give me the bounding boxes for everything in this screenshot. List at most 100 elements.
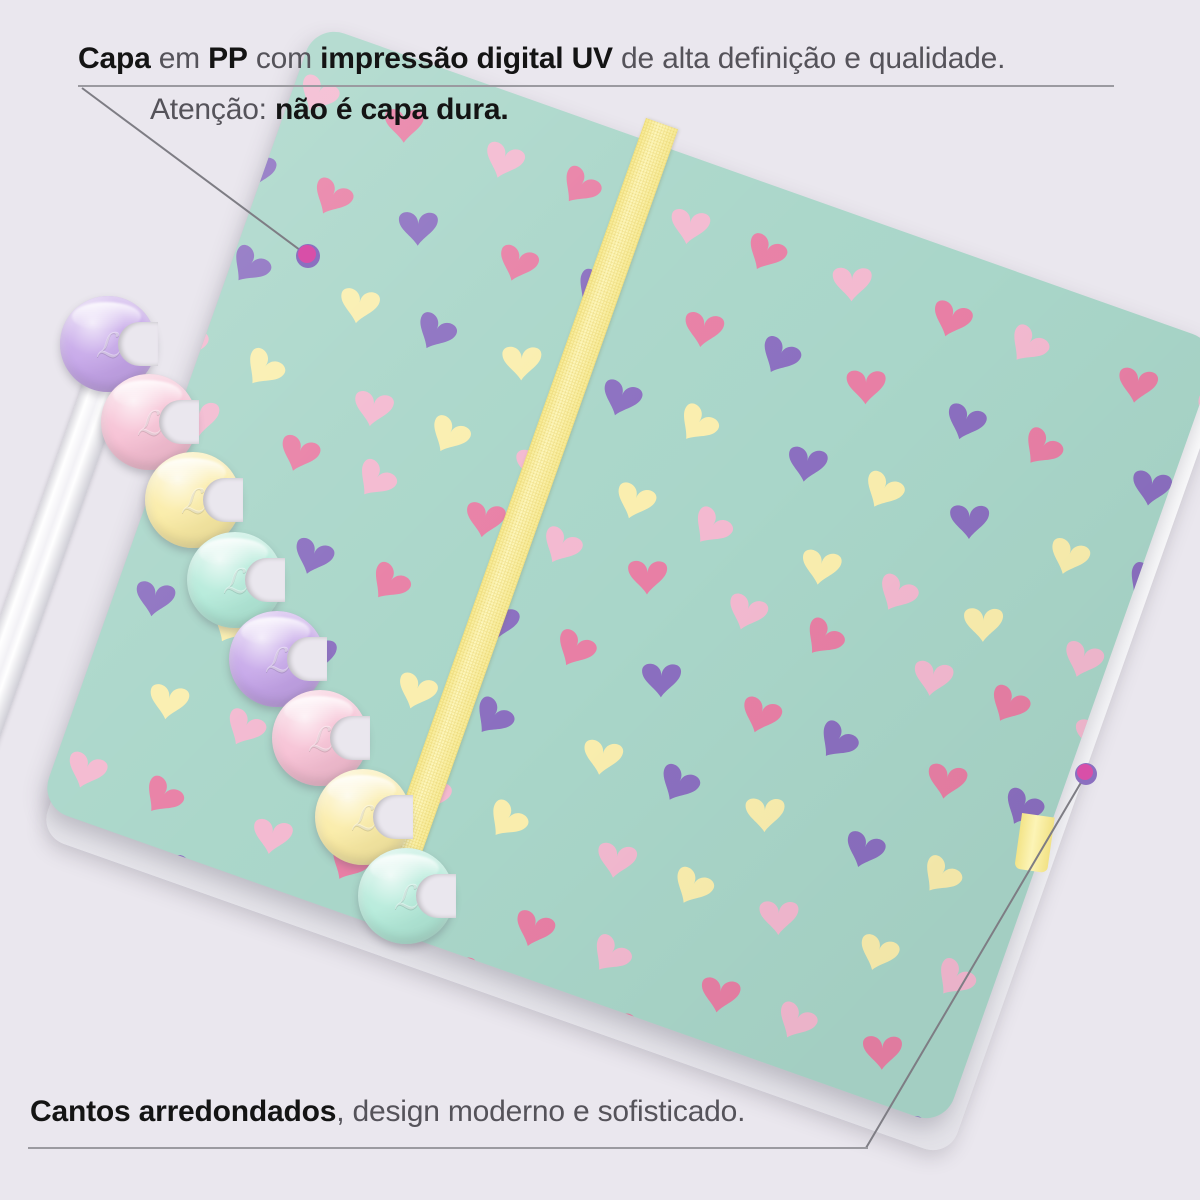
disc-notch	[287, 637, 327, 681]
heart-motif	[1095, 256, 1132, 293]
heart-motif	[941, 958, 977, 994]
heart-motif	[642, 663, 682, 698]
heart-motif	[45, 640, 81, 677]
heart-motif	[493, 799, 529, 835]
heart-motif	[237, 153, 277, 189]
heart-motif	[546, 526, 583, 563]
heart-motif	[566, 165, 602, 202]
heart-motif	[1125, 1025, 1162, 1062]
top-note-seg-0: Atenção:	[150, 93, 275, 126]
heart-motif	[1192, 855, 1200, 891]
heart-motif	[487, 141, 526, 178]
disc-notch	[416, 874, 456, 918]
heart-motif	[730, 593, 769, 630]
heart-motif	[993, 684, 1031, 721]
heart-motif	[928, 763, 968, 799]
heart-motif	[628, 560, 668, 595]
heart-motif	[274, 989, 310, 1026]
heart-motif	[93, 933, 133, 967]
heart-motif	[254, 818, 293, 854]
heart-motif	[136, 581, 176, 617]
bottom-callout-rule	[28, 1147, 868, 1149]
heart-motif	[341, 288, 380, 324]
heart-motif	[1046, 1001, 1085, 1037]
heart-motif	[685, 311, 725, 348]
disc-notch	[245, 558, 285, 602]
disc-notch	[373, 795, 413, 839]
top-callout-line-2: Atenção: não é capa dura.	[150, 93, 509, 127]
heart-motif	[398, 212, 438, 246]
heart-motif	[303, 74, 340, 111]
heart-motif	[671, 209, 711, 245]
heart-motif	[831, 165, 870, 202]
top-callout-rule	[78, 85, 1114, 87]
top-note-seg-1: não é capa dura.	[274, 93, 509, 126]
heart-motif	[882, 573, 919, 610]
heart-motif	[1145, 664, 1181, 701]
heart-motif	[355, 391, 394, 427]
heart-motif	[744, 696, 783, 733]
heart-motif	[316, 177, 354, 214]
heart-motif	[862, 1036, 902, 1070]
heart-motif	[684, 403, 720, 439]
heart-motif	[1014, 324, 1050, 360]
heart-motif	[420, 312, 458, 349]
heart-motif	[759, 901, 799, 936]
heart-motif	[384, 109, 424, 143]
heart-motif	[596, 934, 632, 970]
binding-disc: ℒ	[358, 848, 456, 944]
heart-motif	[750, 233, 788, 270]
heart-motif	[1066, 641, 1105, 677]
heart-motif	[618, 482, 657, 519]
heart-motif	[380, 1032, 419, 1068]
heart-motif	[400, 672, 438, 709]
heart-motif	[914, 660, 954, 696]
heart-motif	[846, 370, 886, 405]
heart-motif	[501, 244, 539, 281]
heart-motif	[584, 739, 624, 775]
heart-motif	[1016, 232, 1055, 268]
heart-motif	[803, 549, 842, 585]
disc-notch	[330, 716, 370, 760]
binding-disc: ℒ	[60, 296, 158, 392]
heart-motif	[697, 506, 734, 542]
heart-motif	[502, 346, 542, 381]
heart-motif	[950, 505, 990, 539]
heart-motif	[250, 347, 286, 384]
heart-motif	[934, 300, 973, 337]
heart-motif	[964, 608, 1004, 642]
heart-motif	[861, 934, 900, 970]
disc-notch	[118, 322, 158, 366]
bottom-text-seg-0: Cantos arredondados	[30, 1095, 337, 1128]
top-text-seg-1: em	[150, 42, 209, 75]
top-text-seg-0: Capa	[78, 42, 151, 75]
heart-motif	[39, 898, 48, 935]
heart-motif	[1119, 367, 1158, 403]
top-text-seg-5: de alta definição e qualidade.	[612, 42, 1006, 75]
heart-motif	[1176, 291, 1200, 326]
heart-motif	[1111, 922, 1148, 959]
heart-motif	[1178, 752, 1200, 788]
heart-motif	[479, 696, 515, 732]
heart-motif	[823, 720, 859, 756]
heart-motif	[195, 965, 234, 1002]
bottom-callout-line-1: Cantos arredondados, design moderno e so…	[30, 1095, 745, 1129]
heart-motif	[229, 708, 267, 745]
heart-motif	[745, 798, 785, 833]
heart-motif	[604, 379, 643, 416]
heart-motif	[149, 775, 185, 812]
heart-motif	[910, 189, 946, 226]
heart-motif	[1133, 470, 1172, 506]
heart-motif	[1052, 538, 1091, 574]
heart-motif	[112, 470, 150, 507]
heart-motif	[677, 866, 715, 903]
heart-motif	[467, 502, 506, 538]
disc-notch	[159, 400, 199, 444]
heart-motif	[764, 336, 802, 373]
heart-motif	[170, 323, 209, 360]
heart-motif	[1044, 1092, 1080, 1127]
heart-motif	[236, 244, 272, 281]
disc-notch	[203, 478, 243, 522]
heart-motif	[1089, 822, 1129, 856]
